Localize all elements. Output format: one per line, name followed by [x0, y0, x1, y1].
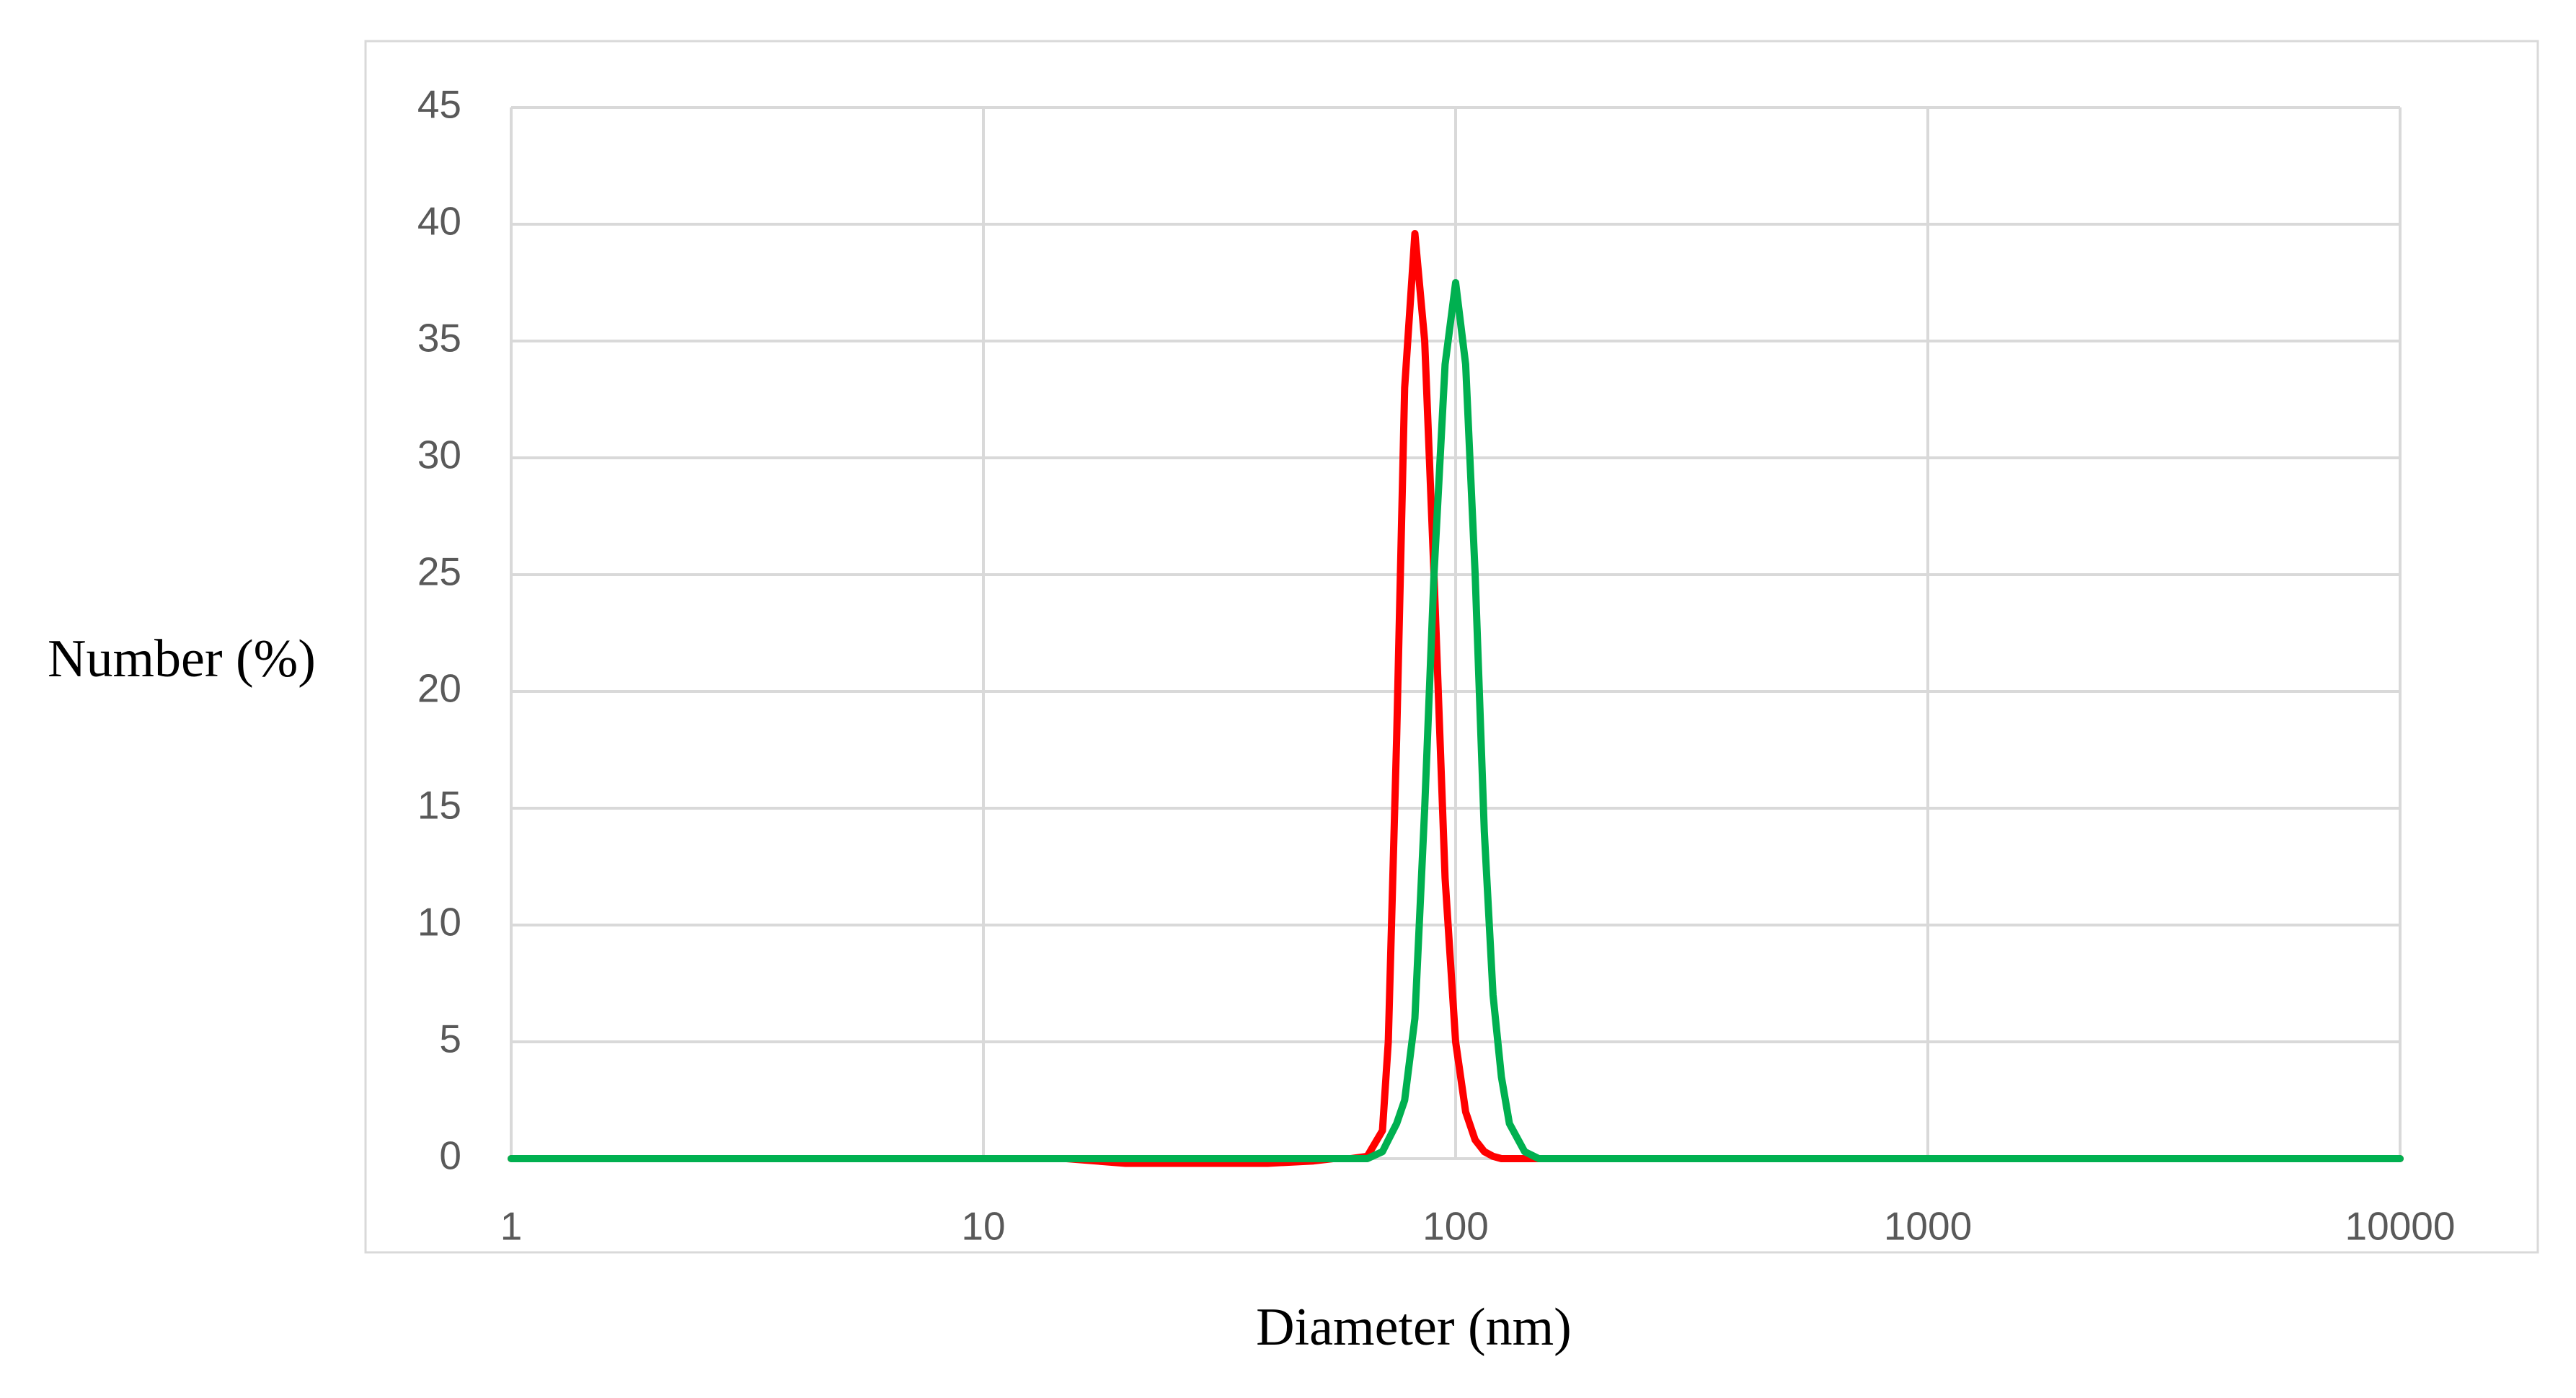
plot — [508, 230, 2404, 1167]
y-tick-label: 10 — [417, 900, 461, 944]
y-tick-label: 0 — [439, 1133, 461, 1178]
y-tick-label: 45 — [417, 82, 461, 127]
data-line — [508, 279, 2404, 1162]
x-tick-label: 1 — [500, 1204, 523, 1249]
data-line — [508, 230, 2404, 1167]
y-tick-label: 25 — [417, 549, 461, 594]
y-tick-label: 30 — [417, 433, 461, 477]
x-tick-label: 1000 — [1884, 1204, 1972, 1249]
y-tick-label: 5 — [439, 1017, 461, 1061]
x-axis-label: Diameter (nm) — [1256, 1298, 1572, 1357]
y-axis-label: Number (%) — [48, 629, 316, 689]
x-tick-label: 10 — [961, 1204, 1005, 1249]
y-tick-label: 35 — [417, 316, 461, 360]
x-tick-label: 100 — [1422, 1204, 1489, 1249]
x-tick-label: 10000 — [2345, 1204, 2456, 1249]
y-tick-label: 15 — [417, 783, 461, 828]
chart-border — [364, 40, 2539, 1254]
y-tick-label: 40 — [417, 199, 461, 244]
y-tick-label: 20 — [417, 666, 461, 711]
